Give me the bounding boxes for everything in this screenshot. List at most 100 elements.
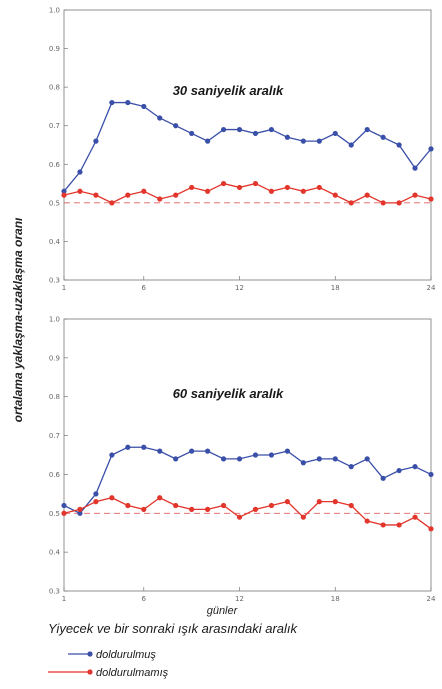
series-line-doldurulmus (63, 101, 432, 192)
data-point (396, 467, 402, 474)
data-point (364, 518, 370, 524)
data-point (125, 444, 131, 450)
data-point (428, 526, 434, 532)
data-point (205, 506, 211, 512)
data-point (300, 138, 306, 144)
x-tick-label: 24 (427, 284, 436, 292)
data-point (61, 502, 67, 509)
data-point (61, 510, 67, 516)
x-tick-label: 12 (235, 284, 244, 292)
data-point (77, 169, 83, 175)
data-point (236, 126, 243, 133)
y-tick-label: 0.7 (49, 432, 60, 440)
data-point (348, 142, 354, 148)
series-group (61, 99, 434, 206)
y-tick-label: 1.0 (49, 7, 60, 15)
panel-60s: 60 saniyelik aralık 1.0 0.9 0.8 0.7 0.6 0.5 0.… (49, 316, 436, 604)
data-point (189, 448, 195, 454)
x-ticks: 1 6 12 18 24 (62, 276, 436, 292)
data-point (428, 146, 434, 152)
data-point (236, 514, 243, 520)
panel-30s: 30 saniyelik aralık 1.0 0.9 0.8 0.7 0.6 0.5 0.… (49, 7, 436, 293)
data-point (412, 464, 418, 470)
x-tick-label: 1 (62, 595, 66, 603)
legend-label: doldurulmuş (96, 649, 156, 661)
data-point (205, 138, 211, 144)
x-tick-label: 12 (235, 595, 244, 603)
data-point (300, 460, 306, 466)
data-point (252, 180, 259, 187)
data-point (109, 200, 115, 206)
data-point (173, 502, 179, 509)
panel-frame (63, 9, 432, 281)
legend-label: doldurulmamış (96, 667, 169, 679)
x-axis-label: günler (207, 605, 239, 617)
data-point (220, 126, 227, 133)
data-point (157, 495, 163, 501)
data-point (252, 506, 259, 512)
data-point (61, 192, 67, 198)
data-point (173, 456, 179, 462)
data-point (396, 522, 402, 528)
y-ticks: 1.0 0.9 0.8 0.7 0.6 0.5 0.4 0.3 (49, 316, 68, 596)
panel-frame (63, 318, 432, 592)
y-axis-label: ortalama yaklaşma-uzaklaşma oranı (11, 217, 25, 422)
data-point (189, 506, 195, 512)
y-tick-label: 0.5 (49, 510, 60, 518)
data-point (268, 502, 275, 509)
y-tick-label: 0.5 (49, 199, 60, 207)
data-point (157, 115, 163, 121)
data-point (77, 188, 83, 194)
y-tick-label: 0.4 (49, 549, 61, 557)
data-point (380, 522, 386, 528)
data-point (396, 200, 402, 206)
data-point (412, 165, 418, 171)
data-point (220, 502, 227, 509)
data-point (300, 188, 306, 194)
y-tick-label: 0.8 (49, 84, 60, 92)
data-point (157, 448, 163, 454)
data-point (428, 196, 434, 202)
data-point (252, 452, 259, 458)
data-point (332, 130, 338, 137)
data-point (332, 192, 338, 198)
legend-item-doldurulmus: doldurulmuş (68, 649, 156, 661)
data-point (300, 514, 306, 520)
x-tick-label: 6 (142, 284, 147, 292)
data-point (220, 456, 227, 462)
data-point (173, 192, 179, 198)
y-tick-label: 0.9 (49, 354, 60, 362)
data-point (220, 180, 227, 187)
data-point (428, 471, 434, 478)
data-point (364, 456, 370, 462)
data-point (189, 130, 195, 137)
data-point (412, 514, 418, 520)
y-tick-label: 0.3 (49, 277, 60, 285)
data-point (412, 192, 418, 198)
data-point (284, 134, 290, 140)
data-point (173, 123, 179, 129)
data-point (141, 103, 147, 110)
data-point (205, 188, 211, 194)
data-point (93, 499, 99, 505)
data-point (396, 142, 402, 148)
y-tick-label: 0.3 (49, 588, 60, 596)
data-point (284, 499, 290, 505)
data-point (348, 464, 354, 470)
legend-swatch-marker (87, 669, 93, 675)
data-point (236, 184, 243, 191)
y-tick-label: 1.0 (49, 316, 60, 324)
data-point (348, 200, 354, 206)
data-point (109, 495, 115, 501)
data-point (380, 200, 386, 206)
data-point (316, 456, 322, 462)
data-point (61, 188, 67, 194)
data-point (141, 444, 147, 450)
x-ticks: 1 6 12 18 24 (62, 587, 436, 603)
y-tick-label: 0.6 (49, 161, 61, 169)
data-point (189, 184, 195, 191)
data-point (93, 491, 99, 497)
x-tick-label: 24 (427, 595, 436, 603)
data-point (364, 126, 370, 133)
data-point (252, 130, 259, 137)
